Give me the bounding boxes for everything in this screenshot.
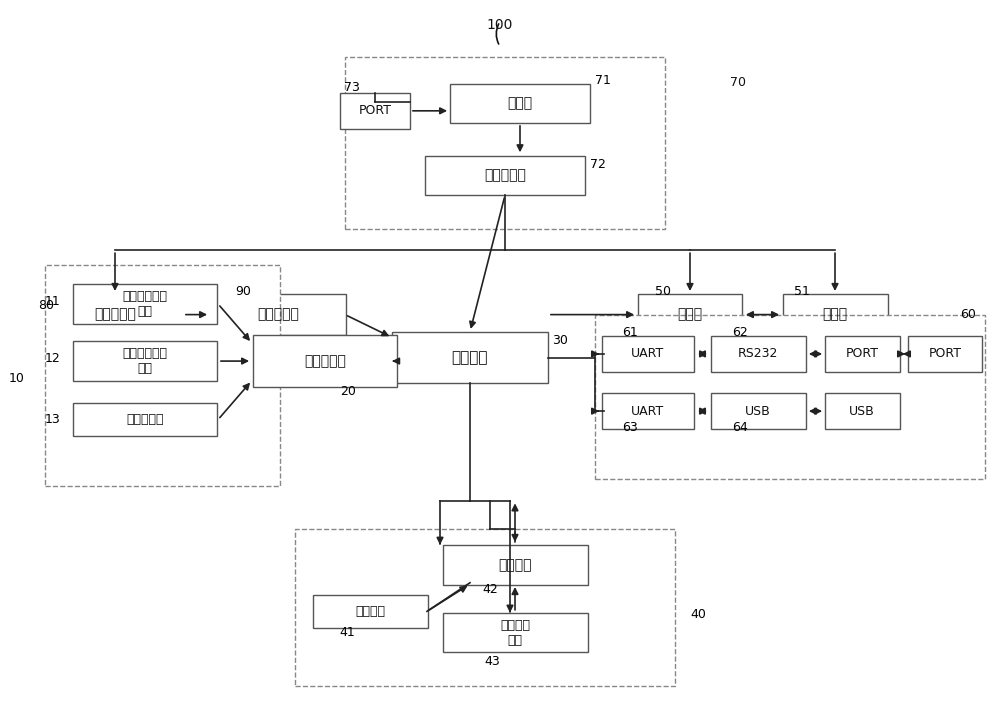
FancyBboxPatch shape (442, 546, 588, 585)
Text: USB: USB (745, 405, 771, 418)
FancyBboxPatch shape (442, 613, 588, 652)
FancyBboxPatch shape (638, 294, 742, 335)
Text: 60: 60 (960, 308, 976, 321)
Text: RS232: RS232 (738, 347, 778, 360)
FancyBboxPatch shape (48, 294, 182, 335)
FancyBboxPatch shape (602, 336, 694, 372)
Text: 运动处理器: 运动处理器 (304, 354, 346, 368)
Text: 90: 90 (235, 285, 251, 298)
Text: 71: 71 (595, 74, 611, 87)
Text: 51: 51 (794, 285, 810, 298)
FancyBboxPatch shape (710, 336, 806, 372)
Text: 12: 12 (44, 352, 60, 365)
Text: 61: 61 (622, 326, 638, 339)
FancyBboxPatch shape (211, 294, 346, 335)
FancyBboxPatch shape (602, 393, 694, 429)
Text: 73: 73 (344, 81, 360, 94)
Text: 11: 11 (44, 295, 60, 308)
FancyBboxPatch shape (824, 393, 900, 429)
Text: 13: 13 (44, 413, 60, 426)
Text: 62: 62 (732, 326, 748, 339)
Text: 模数转换器: 模数转换器 (257, 307, 299, 322)
Text: 信号处理器: 信号处理器 (94, 307, 136, 322)
FancyBboxPatch shape (340, 93, 410, 129)
Text: 70: 70 (730, 76, 746, 89)
Text: 64: 64 (732, 421, 748, 434)
Text: UART: UART (631, 405, 665, 418)
FancyBboxPatch shape (450, 84, 590, 124)
FancyBboxPatch shape (45, 265, 280, 486)
FancyBboxPatch shape (595, 315, 985, 479)
FancyBboxPatch shape (312, 595, 428, 628)
FancyBboxPatch shape (252, 335, 397, 387)
FancyBboxPatch shape (392, 332, 548, 383)
FancyBboxPatch shape (710, 393, 806, 429)
Text: 63: 63 (622, 421, 638, 434)
Text: 20: 20 (340, 385, 356, 398)
FancyBboxPatch shape (345, 57, 665, 229)
Text: 有源晶振: 有源晶振 (355, 605, 385, 618)
Text: 43: 43 (484, 655, 500, 668)
Text: 30: 30 (552, 334, 568, 347)
Text: 72: 72 (590, 158, 606, 171)
Text: UART: UART (631, 347, 665, 360)
FancyBboxPatch shape (295, 529, 675, 686)
Text: 电池组: 电池组 (507, 97, 533, 111)
Text: 三轴加速度传
感器: 三轴加速度传 感器 (122, 290, 168, 318)
FancyBboxPatch shape (425, 156, 585, 195)
Text: 50: 50 (655, 285, 671, 298)
Text: PORT: PORT (358, 104, 392, 117)
Text: 电源控制器: 电源控制器 (484, 168, 526, 182)
FancyBboxPatch shape (908, 336, 982, 372)
Text: PORT: PORT (928, 347, 962, 360)
FancyBboxPatch shape (72, 342, 217, 381)
Text: 存储器: 存储器 (822, 307, 848, 322)
FancyBboxPatch shape (824, 336, 900, 372)
Text: 100: 100 (487, 18, 513, 32)
Text: 80: 80 (38, 299, 54, 312)
Text: 温度传感器: 温度传感器 (126, 413, 164, 426)
Text: 10: 10 (9, 373, 25, 385)
Text: 时钟备份
电源: 时钟备份 电源 (500, 618, 530, 647)
Text: USB: USB (849, 405, 875, 418)
FancyBboxPatch shape (72, 403, 217, 436)
Text: 42: 42 (482, 583, 498, 596)
Text: 三轴角速度传
感器: 三轴角速度传 感器 (122, 347, 168, 375)
Text: 实时时钟: 实时时钟 (498, 558, 532, 572)
FancyBboxPatch shape (782, 294, 888, 335)
FancyBboxPatch shape (72, 285, 217, 324)
Text: 暂存器: 暂存器 (677, 307, 703, 322)
Text: 微控制器: 微控制器 (452, 350, 488, 365)
Text: PORT: PORT (846, 347, 879, 360)
Text: 41: 41 (339, 626, 355, 639)
Text: 40: 40 (690, 608, 706, 621)
